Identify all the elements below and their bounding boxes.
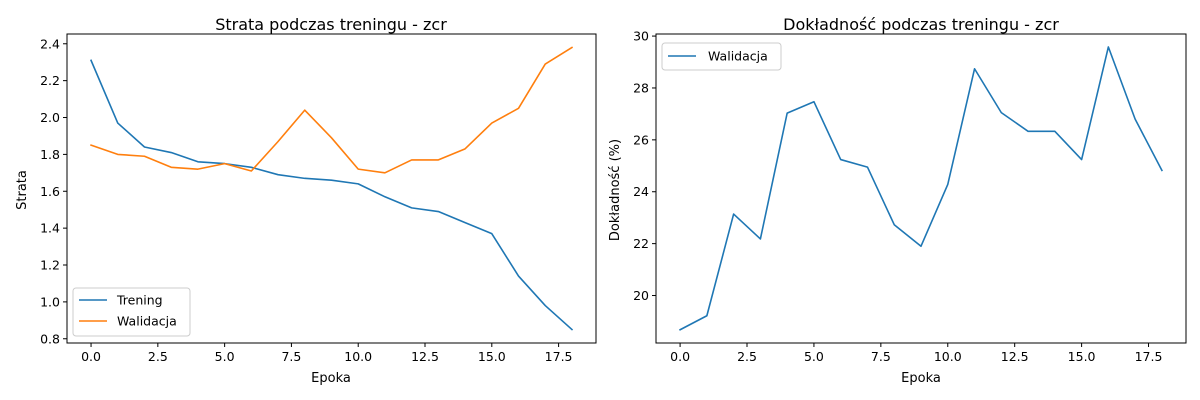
legend-label-walidacja: Walidacja [708,49,768,64]
x-tick-label: 0.0 [670,349,690,364]
series-line-trening [90,59,574,331]
y-tick-label: 20 [633,288,649,303]
x-tick-label: 5.0 [215,349,235,364]
loss-chart-lines [90,46,574,331]
accuracy-chart-frame [655,33,1187,344]
series-line-walidacja [679,46,1163,331]
y-tick-label: 28 [633,80,649,95]
accuracy-legend-box [661,42,782,71]
legend-label-trening: Trening [116,293,163,308]
y-tick-label: 2.4 [40,36,60,51]
loss-chart-frame [66,33,597,344]
y-tick-label: 1.6 [40,184,60,199]
accuracy-chart-title: Dokładność podczas treningu - zcr [783,15,1059,34]
y-tick-label: 26 [633,132,649,147]
y-tick-label: 1.4 [40,221,60,236]
legend-label-walidacja: Walidacja [117,314,177,329]
y-tick-label: 2.2 [40,73,60,88]
loss-chart-xticks: 0.0 2.5 5.0 7.5 10.0 12.5 15.0 17.5 [81,343,573,364]
x-tick-label: 15.0 [1068,349,1096,364]
x-tick-label: 2.5 [148,349,168,364]
x-tick-label: 17.5 [545,349,573,364]
x-tick-label: 15.0 [478,349,506,364]
x-tick-label: 10.0 [934,349,962,364]
y-tick-label: 24 [633,184,649,199]
y-tick-label: 1.2 [40,258,60,273]
x-tick-label: 7.5 [281,349,301,364]
x-tick-label: 2.5 [737,349,757,364]
y-tick-label: 30 [633,29,649,44]
accuracy-chart-xlabel: Epoka [901,371,941,386]
accuracy-chart-legend: Walidacja [661,42,782,71]
y-tick-label: 0.8 [40,331,60,346]
x-tick-label: 17.5 [1135,349,1163,364]
series-line-walidacja [90,46,574,174]
loss-chart-legend: Trening Walidacja [72,287,191,337]
y-tick-label: 22 [633,236,649,251]
accuracy-chart-xticks: 0.0 2.5 5.0 7.5 10.0 12.5 15.0 17.5 [670,343,1162,364]
y-tick-label: 2.0 [40,110,60,125]
accuracy-chart: Dokładność podczas treningu - zcr Epoka … [608,15,1187,386]
y-tick-label: 1.0 [40,294,60,309]
x-tick-label: 10.0 [344,349,372,364]
accuracy-chart-lines [679,46,1163,331]
x-tick-label: 12.5 [1001,349,1029,364]
x-tick-label: 7.5 [871,349,891,364]
accuracy-chart-yticks: 20 22 24 26 28 30 [633,29,656,303]
loss-chart: Strata podczas treningu - zcr Epoka Stra… [15,15,597,386]
loss-chart-ylabel: Strata [15,170,30,210]
x-tick-label: 5.0 [804,349,824,364]
loss-chart-xlabel: Epoka [311,371,351,386]
x-tick-label: 0.0 [81,349,101,364]
loss-chart-yticks: 0.8 1.0 1.2 1.4 1.6 1.8 2.0 2.2 2.4 [40,36,67,346]
x-tick-label: 12.5 [411,349,439,364]
y-tick-label: 1.8 [40,147,60,162]
accuracy-chart-ylabel: Dokładność (%) [608,139,623,241]
loss-chart-title: Strata podczas treningu - zcr [215,15,447,34]
